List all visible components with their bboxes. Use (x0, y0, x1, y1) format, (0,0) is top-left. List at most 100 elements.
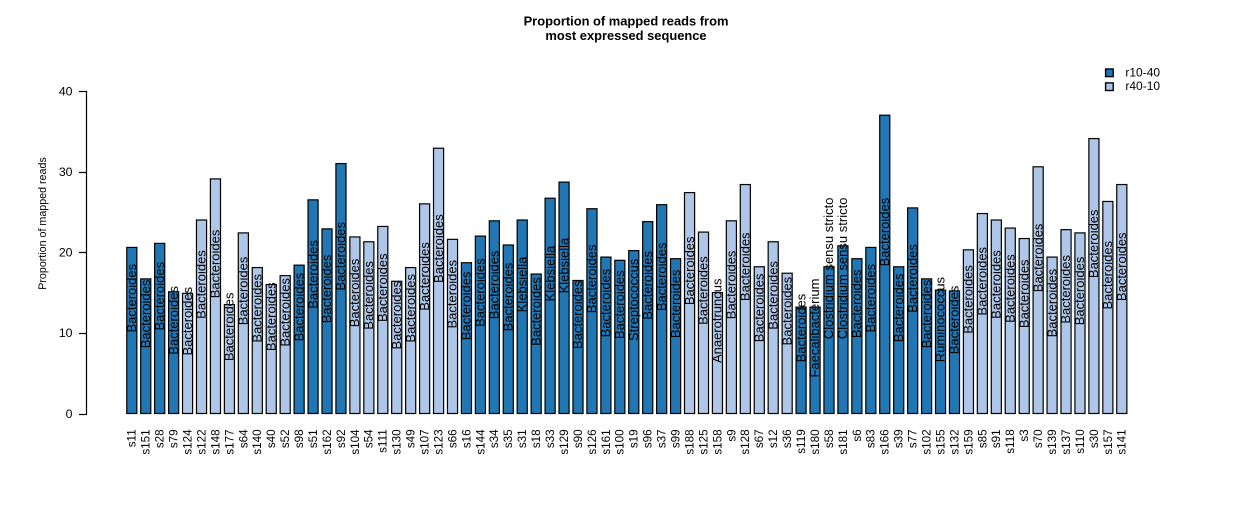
svg-text:s40: s40 (265, 429, 278, 448)
svg-text:s91: s91 (990, 429, 1003, 448)
svg-text:Bacteroides: Bacteroides (277, 277, 292, 346)
svg-text:Bacteroides: Bacteroides (1100, 240, 1115, 309)
svg-text:s122: s122 (195, 429, 208, 454)
svg-text:10: 10 (59, 326, 73, 340)
svg-text:Bacteroides: Bacteroides (319, 254, 334, 323)
svg-text:Bacteroides: Bacteroides (1016, 259, 1031, 328)
svg-text:r40-10: r40-10 (1125, 79, 1160, 93)
svg-text:Streptococcus: Streptococcus (626, 258, 641, 341)
svg-text:s52: s52 (279, 429, 292, 448)
svg-text:s51: s51 (307, 429, 320, 448)
svg-text:s111: s111 (377, 429, 390, 453)
svg-text:Bacteroides: Bacteroides (696, 256, 711, 325)
svg-text:s11: s11 (126, 429, 139, 447)
svg-text:Bacteroides: Bacteroides (249, 273, 264, 342)
svg-text:Klebsiella: Klebsiella (556, 237, 571, 293)
svg-text:r10-40: r10-40 (1125, 65, 1160, 79)
svg-text:Bacteroides: Bacteroides (124, 263, 139, 332)
svg-text:0: 0 (66, 407, 73, 421)
svg-text:s137: s137 (1060, 429, 1073, 454)
svg-text:Bacteroides: Bacteroides (389, 280, 404, 349)
svg-text:s125: s125 (697, 429, 710, 455)
svg-text:40: 40 (59, 84, 73, 98)
svg-text:Bacteroides: Bacteroides (765, 261, 780, 330)
svg-text:s33: s33 (544, 429, 557, 448)
svg-text:Bacteroides: Bacteroides (919, 279, 934, 348)
svg-text:s148: s148 (209, 429, 222, 454)
svg-text:Bacteroides: Bacteroides (975, 246, 990, 315)
svg-text:s90: s90 (572, 429, 585, 448)
svg-text:s12: s12 (767, 429, 780, 448)
svg-text:Clostridium sensu stricto: Clostridium sensu stricto (835, 198, 850, 340)
svg-text:s177: s177 (223, 429, 236, 454)
svg-text:20: 20 (59, 246, 73, 260)
svg-text:Bacteroides: Bacteroides (849, 269, 864, 338)
svg-text:s130: s130 (391, 429, 404, 455)
svg-text:Klebsiella: Klebsiella (514, 256, 529, 312)
svg-text:Bacteroides: Bacteroides (473, 258, 488, 327)
svg-text:Bacteroides: Bacteroides (793, 293, 808, 362)
svg-text:s162: s162 (321, 429, 334, 454)
svg-text:Bacteroides: Bacteroides (403, 273, 418, 342)
svg-text:s77: s77 (907, 429, 920, 448)
svg-text:s96: s96 (642, 429, 655, 448)
svg-text:s3: s3 (1018, 429, 1031, 441)
svg-text:s126: s126 (586, 429, 599, 454)
svg-text:Bacteroides: Bacteroides (222, 292, 237, 361)
svg-text:Bacteroides: Bacteroides (1114, 232, 1129, 301)
svg-text:Bacteroides: Bacteroides (877, 197, 892, 266)
svg-text:Bacteroides: Bacteroides (1044, 268, 1059, 337)
svg-text:s140: s140 (251, 429, 264, 455)
svg-text:Bacteroides: Bacteroides (1058, 255, 1073, 324)
svg-text:Bacteroides: Bacteroides (361, 261, 376, 330)
svg-text:s28: s28 (154, 429, 167, 448)
svg-text:Proportion of mapped reads: Proportion of mapped reads (37, 157, 49, 290)
svg-text:s67: s67 (753, 429, 766, 448)
svg-text:s132: s132 (948, 429, 961, 454)
svg-text:s129: s129 (558, 429, 571, 454)
svg-text:Bacteroides: Bacteroides (180, 286, 195, 355)
svg-text:s66: s66 (446, 429, 459, 448)
svg-text:s18: s18 (530, 429, 543, 448)
svg-text:Bacteroides: Bacteroides (208, 229, 223, 298)
svg-text:s16: s16 (460, 429, 473, 448)
svg-text:s128: s128 (739, 429, 752, 454)
svg-text:s104: s104 (349, 429, 362, 455)
svg-text:Bacteroides: Bacteroides (291, 272, 306, 341)
svg-text:s6: s6 (851, 429, 864, 441)
svg-text:Bacteroides: Bacteroides (598, 268, 613, 337)
svg-text:Clostridium sensu stricto: Clostridium sensu stricto (821, 198, 836, 340)
svg-text:Bacteroides: Bacteroides (682, 236, 697, 305)
svg-text:Bacteroides: Bacteroides (528, 277, 543, 346)
svg-text:Bacteroides: Bacteroides (1002, 254, 1017, 323)
svg-text:s54: s54 (363, 429, 376, 448)
svg-text:Bacteroides: Bacteroides (1030, 223, 1045, 292)
svg-text:s58: s58 (823, 429, 836, 448)
svg-text:Bacteroides: Bacteroides (779, 276, 794, 345)
svg-text:Bacteroides: Bacteroides (166, 286, 181, 355)
svg-text:s70: s70 (1032, 429, 1045, 448)
svg-text:Bacteroides: Bacteroides (445, 259, 460, 328)
svg-text:Faecalibacterium: Faecalibacterium (807, 279, 822, 378)
svg-text:Bacteroides: Bacteroides (947, 285, 962, 354)
svg-text:s37: s37 (656, 429, 669, 448)
svg-text:Bacteroides: Bacteroides (1072, 256, 1087, 325)
svg-text:s144: s144 (474, 429, 487, 455)
svg-text:s118: s118 (1004, 429, 1017, 453)
svg-text:Bacteroides: Bacteroides (570, 280, 585, 349)
svg-text:Bacteroides: Bacteroides (194, 250, 209, 319)
svg-text:s166: s166 (879, 429, 892, 454)
svg-text:s158: s158 (711, 429, 724, 454)
svg-text:Bacteroides: Bacteroides (738, 232, 753, 301)
svg-text:s83: s83 (865, 429, 878, 448)
svg-text:most expressed sequence: most expressed sequence (545, 28, 706, 43)
svg-text:s64: s64 (237, 429, 250, 448)
svg-text:s9: s9 (725, 429, 738, 441)
svg-text:s99: s99 (670, 429, 683, 448)
svg-text:Anaerotruncus: Anaerotruncus (710, 278, 725, 363)
svg-text:Bacteroides: Bacteroides (751, 273, 766, 342)
svg-text:s161: s161 (600, 429, 613, 454)
svg-text:Bacteroides: Bacteroides (891, 273, 906, 342)
svg-text:Bacteroides: Bacteroides (863, 263, 878, 332)
svg-text:s102: s102 (920, 429, 933, 454)
